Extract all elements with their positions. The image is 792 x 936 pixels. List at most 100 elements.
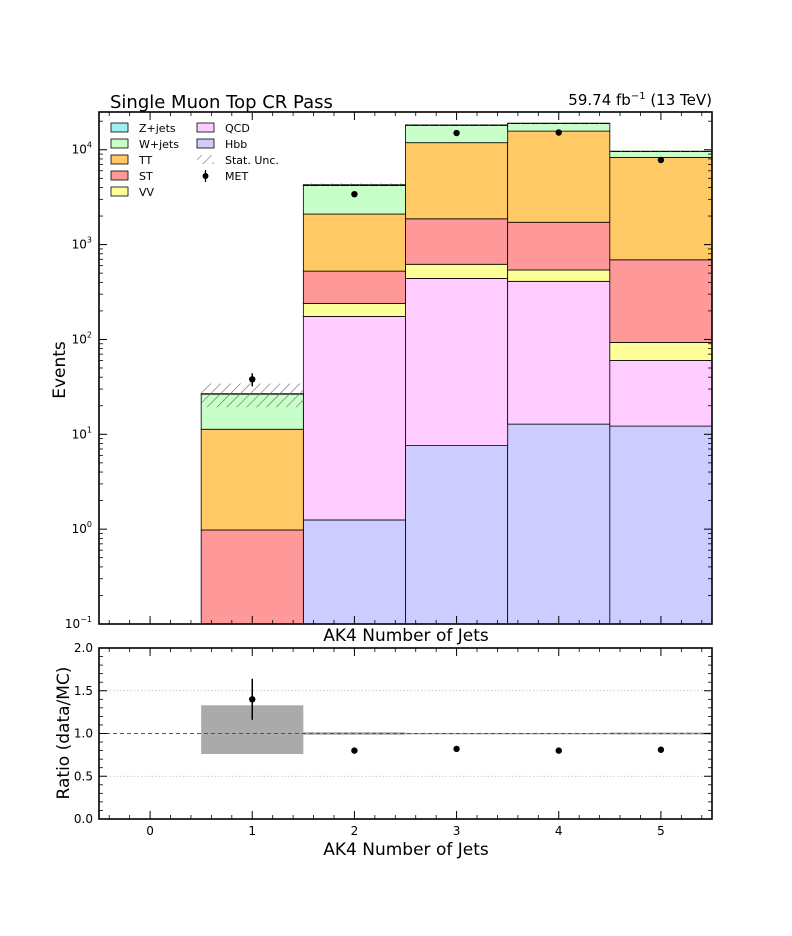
y-tick-label-base: 10 [72, 522, 87, 536]
bar-st-2 [302, 270, 406, 304]
ratio-y-tick-label: 1.5 [74, 684, 93, 698]
ratio-x-tick-label: 3 [453, 824, 461, 838]
ratio-x-axis-label: AK4 Number of Jets [323, 840, 489, 860]
ratio-unc-bin-4 [507, 732, 610, 735]
bar-vv-4 [507, 269, 611, 282]
data-point-3 [453, 129, 460, 137]
legend-label: VV [139, 186, 155, 199]
stat-unc-bin-5 [609, 150, 712, 153]
ratio-points [249, 678, 665, 754]
y-tick-label: 102 [72, 330, 92, 346]
bar-tt-3 [405, 142, 509, 220]
lumi-energy: (13 TeV) [646, 91, 712, 109]
main-stat-unc [201, 122, 712, 408]
y-tick-label-exp: 4 [87, 141, 92, 150]
legend-entry-qcd: QCD [196, 122, 250, 135]
y-tick-label: 104 [72, 141, 92, 157]
legend-label: Stat. Unc. [225, 154, 279, 167]
data-point-1 [249, 376, 256, 383]
y-tick-label-exp: 1 [87, 425, 92, 434]
bar-vv-3 [405, 263, 509, 279]
legend-label: TT [138, 154, 153, 167]
stat-unc-bin-3 [405, 124, 508, 126]
legend-swatch [196, 122, 215, 133]
bar-qcd-2 [302, 315, 406, 521]
y-tick-label-base: 10 [72, 238, 87, 252]
legend-swatch-hatch [197, 155, 214, 164]
lumi-label: 59.74 fb−1 (13 TeV) [568, 91, 712, 109]
ratio-x-tick-label: 5 [657, 824, 665, 838]
bar-w-jets-5 [609, 151, 713, 158]
bar-vv-2 [302, 302, 406, 317]
main-data-points [249, 129, 665, 387]
legend-swatch [110, 186, 129, 197]
y-tick-label: 100 [72, 520, 92, 536]
ratio-axes: 0 1 2 3 4 5 0.0 0.5 1.0 1.5 2.0 [74, 641, 713, 838]
ratio-y-axis-label: Ratio (data/MC) [54, 667, 74, 800]
legend-label: MET [225, 170, 248, 183]
legend-entry-st: ST [110, 170, 153, 183]
legend-entry-tt: TT [110, 154, 153, 167]
legend-swatch [110, 122, 129, 133]
stat-unc-bin-1 [201, 383, 304, 408]
legend: Z+jets W+jets TT ST VV QCD Hbb Stat. Unc. MET [110, 122, 279, 199]
ratio-point-4 [555, 747, 562, 754]
bar-tt-5 [609, 157, 713, 261]
bar-hbb-4 [507, 423, 611, 625]
main-stack-bars [200, 122, 713, 625]
y-tick-label: 101 [72, 425, 92, 441]
legend-entry-stat-unc-: Stat. Unc. [197, 154, 279, 167]
ratio-x-tick-label: 0 [146, 824, 154, 838]
lumi-value: 59.74 fb [568, 91, 631, 109]
legend-label: Z+jets [139, 122, 176, 135]
legend-entry-vv: VV [110, 186, 155, 199]
legend-swatch [110, 138, 129, 149]
bar-tt-2 [302, 213, 406, 272]
legend-label: W+jets [139, 138, 179, 151]
bar-qcd-5 [609, 360, 713, 427]
y-tick-label-base: 10 [72, 332, 87, 346]
legend-swatch [196, 138, 215, 149]
ratio-y-tick-label: 2.0 [74, 641, 93, 655]
data-point-2 [351, 190, 358, 198]
ratio-y-tick-label: 0.0 [74, 812, 93, 826]
bar-w-jets-2 [302, 185, 406, 215]
stat-unc-bin-2 [303, 183, 406, 186]
bar-qcd-4 [507, 280, 611, 425]
y-tick-label-base: 10 [65, 617, 80, 631]
y-tick-label-exp: −1 [80, 615, 92, 624]
ratio-point-3 [453, 745, 460, 753]
legend-swatch [110, 170, 129, 181]
chart-title: Single Muon Top CR Pass [110, 92, 333, 113]
legend-label: Hbb [225, 138, 247, 151]
ratio-x-tick-label: 2 [351, 824, 359, 838]
legend-label: ST [139, 170, 153, 183]
legend-entry-w-jets: W+jets [110, 138, 179, 151]
ratio-y-tick-label: 1.0 [74, 727, 93, 741]
bar-hbb-3 [405, 445, 509, 625]
stat-unc-bin-4 [507, 122, 610, 125]
legend-swatch [110, 154, 129, 165]
ratio-panel: 0 1 2 3 4 5 0.0 0.5 1.0 1.5 2.0 Ratio (data/MC) AK… [54, 641, 713, 860]
bar-st-5 [609, 259, 713, 343]
y-tick-label: 103 [72, 236, 92, 252]
bar-tt-1 [200, 428, 304, 531]
bar-hbb-2 [302, 519, 406, 625]
ratio-x-tick-label: 4 [555, 824, 563, 838]
legend-entry-hbb: Hbb [196, 138, 247, 151]
ratio-point-1 [249, 696, 256, 703]
bar-vv-5 [609, 342, 713, 361]
bar-hbb-5 [609, 425, 713, 625]
main-x-axis-label: AK4 Number of Jets [323, 626, 489, 646]
lumi-exponent: −1 [631, 91, 646, 102]
ratio-point-2 [351, 747, 358, 754]
y-tick-label-exp: 3 [87, 236, 92, 245]
y-tick-label: 10−1 [65, 615, 92, 631]
legend-marker-point [202, 173, 209, 179]
legend-entry-z-jets: Z+jets [110, 122, 176, 135]
ratio-unc-band [99, 705, 712, 755]
main-y-axis-label: Events [50, 341, 70, 399]
